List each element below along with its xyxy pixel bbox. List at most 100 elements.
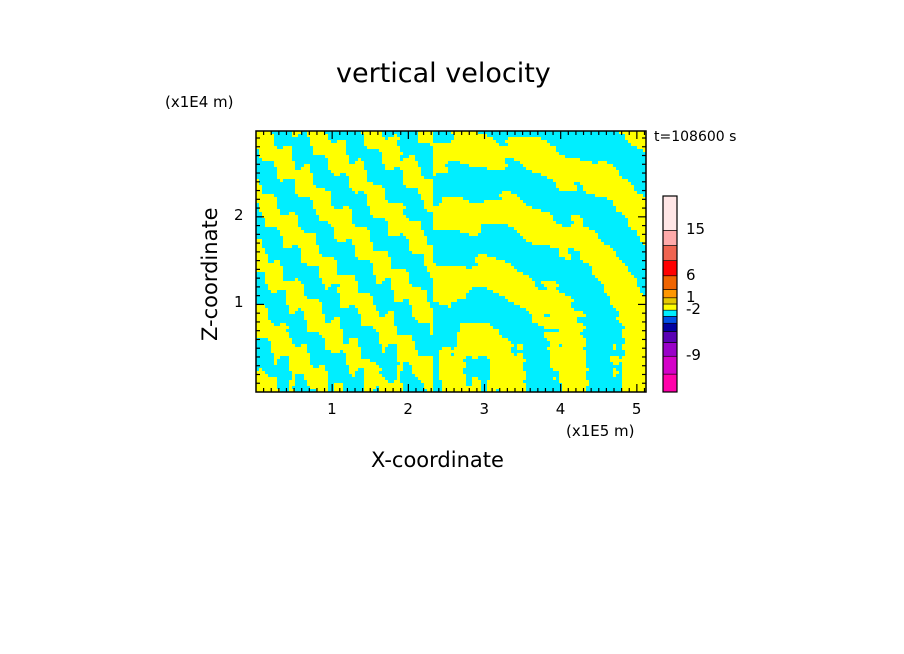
field-cell [520,221,523,224]
field-cell [418,131,421,134]
field-cell [424,359,427,362]
field-cell [334,323,337,326]
field-cell [409,164,412,167]
field-cell [319,272,322,275]
field-cell [295,233,298,236]
field-cell [430,179,433,182]
field-cell [622,320,625,323]
field-cell [403,287,406,290]
field-cell [424,140,427,143]
field-cell [265,266,268,269]
field-cell [259,248,262,251]
field-cell [511,224,514,227]
field-cell [328,278,331,281]
field-cell [364,314,367,317]
field-cell [586,176,589,179]
field-cell [562,176,565,179]
field-cell [439,170,442,173]
field-cell [412,305,415,308]
field-cell [421,299,424,302]
field-cell [325,215,328,218]
field-cell [475,218,478,221]
field-cell [298,233,301,236]
field-cell [499,293,502,296]
field-cell [283,353,286,356]
field-cell [487,167,490,170]
field-cell [337,281,340,284]
field-cell [577,167,580,170]
field-cell [505,341,508,344]
field-cell [583,239,586,242]
field-cell [592,176,595,179]
field-cell [331,266,334,269]
field-cell [547,212,550,215]
field-cell [604,248,607,251]
field-cell [313,203,316,206]
field-cell [328,347,331,350]
field-cell [286,215,289,218]
field-cell [511,215,514,218]
field-cell [514,200,517,203]
field-cell [367,134,370,137]
field-cell [415,356,418,359]
field-cell [349,218,352,221]
field-cell [469,332,472,335]
field-cell [394,296,397,299]
field-cell [373,365,376,368]
field-cell [388,269,391,272]
field-cell [406,167,409,170]
field-cell [484,272,487,275]
field-cell [574,353,577,356]
field-cell [421,140,424,143]
field-cell [385,341,388,344]
field-cell [367,251,370,254]
field-cell [490,269,493,272]
field-cell [388,152,391,155]
field-cell [526,302,529,305]
field-cell [373,323,376,326]
field-cell [448,218,451,221]
field-cell [367,359,370,362]
field-cell [286,281,289,284]
field-cell [628,329,631,332]
field-cell [481,278,484,281]
field-cell [622,284,625,287]
field-cell [289,146,292,149]
field-cell [550,317,553,320]
field-cell [328,206,331,209]
field-cell [442,293,445,296]
field-cell [595,182,598,185]
field-cell [529,146,532,149]
field-cell [457,143,460,146]
field-cell [268,335,271,338]
field-cell [499,290,502,293]
field-cell [340,215,343,218]
field-cell [445,284,448,287]
field-cell [520,158,523,161]
field-cell [391,203,394,206]
field-cell [262,146,265,149]
field-cell [565,242,568,245]
field-cell [637,362,640,365]
field-cell [448,152,451,155]
field-cell [310,188,313,191]
field-cell [568,338,571,341]
field-cell [562,302,565,305]
field-cell [568,350,571,353]
field-cell [310,317,313,320]
field-cell [457,266,460,269]
field-cell [379,251,382,254]
field-cell [508,293,511,296]
field-cell [481,161,484,164]
field-cell [619,197,622,200]
field-cell [322,137,325,140]
field-cell [352,281,355,284]
field-cell [388,167,391,170]
field-cell [406,353,409,356]
field-cell [526,287,529,290]
field-cell [316,143,319,146]
field-cell [436,287,439,290]
field-cell [337,290,340,293]
field-cell [556,158,559,161]
field-cell [634,143,637,146]
